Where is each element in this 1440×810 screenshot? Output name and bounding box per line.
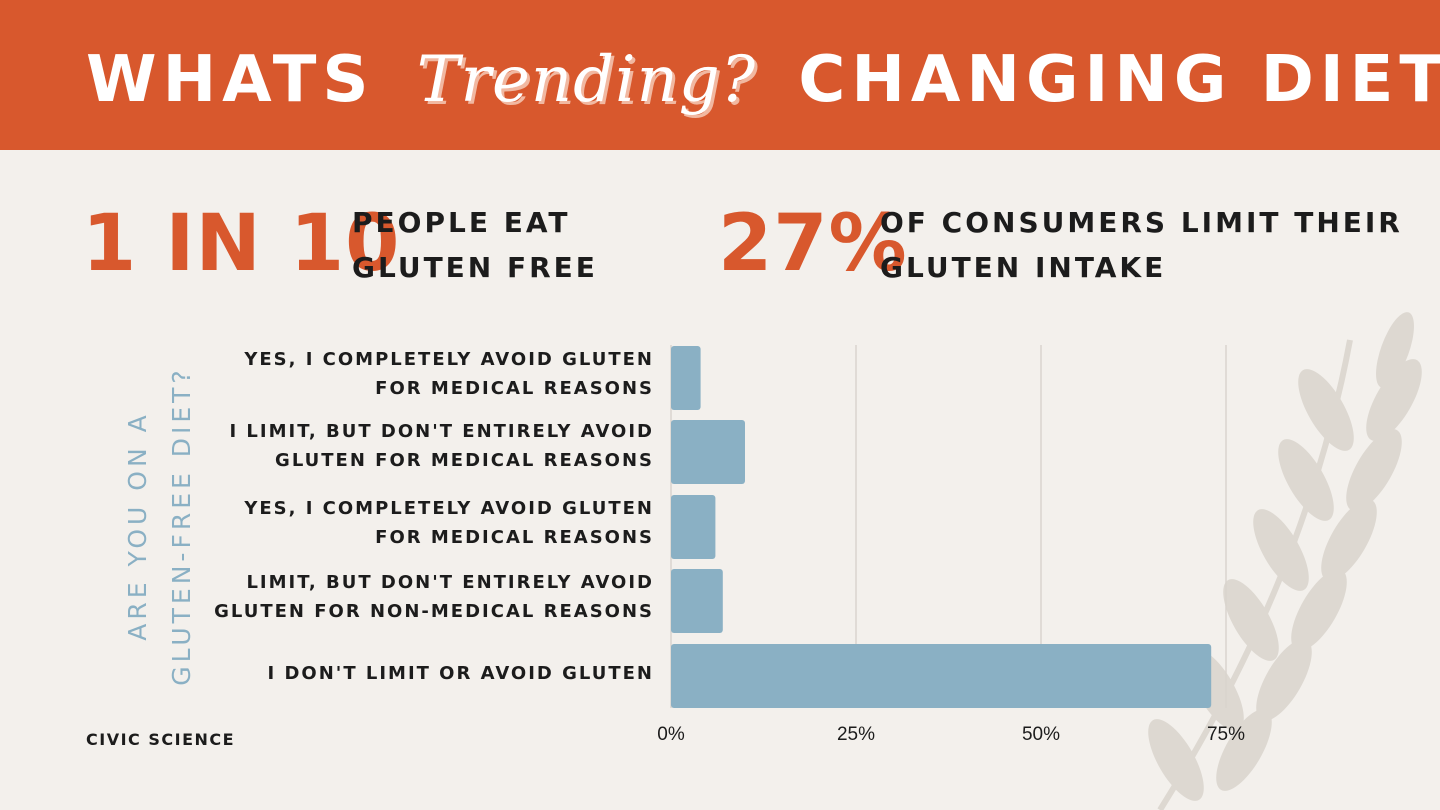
wheat-leaf-icon — [1298, 369, 1354, 451]
wheat-decoration-icon — [1148, 312, 1422, 810]
bar-3 — [671, 495, 716, 559]
category-label-4-line-1: LIMIT, BUT DON'T ENTIRELY AVOID — [246, 572, 654, 593]
x-tick-label-1: 0% — [657, 724, 685, 745]
category-label-5: I DON'T LIMIT OR AVOID GLUTEN — [214, 659, 654, 688]
category-label-3-line-1: YES, I COMPLETELY AVOID GLUTEN — [244, 498, 654, 519]
category-label-1-line-1: YES, I COMPLETELY AVOID GLUTEN — [244, 349, 654, 370]
wheat-leaf-icon — [1256, 639, 1312, 721]
bar-5 — [671, 644, 1212, 708]
category-label-1: YES, I COMPLETELY AVOID GLUTEN FOR MEDIC… — [214, 345, 654, 403]
wheat-leaf-icon — [1346, 429, 1402, 511]
wheat-leaf-icon — [1216, 709, 1272, 791]
stat-1-line-1: PEOPLE EAT — [352, 206, 571, 239]
category-label-1-line-2: FOR MEDICAL REASONS — [375, 378, 654, 399]
title-part-1: WHATS — [86, 43, 375, 117]
wheat-leaf-icon — [1278, 439, 1334, 521]
title-banner: WHATS Trending? CHANGING DIETS — [0, 0, 1440, 150]
stat-1-line-2: GLUTEN FREE — [352, 251, 598, 284]
category-label-2: I LIMIT, BUT DON'T ENTIRELY AVOID GLUTEN… — [214, 417, 654, 475]
page-title: WHATS Trending? CHANGING DIETS — [86, 42, 1440, 118]
stat-2-text: OF CONSUMERS LIMIT THEIR GLUTEN INTAKE — [880, 200, 1403, 290]
bar-1 — [671, 346, 701, 410]
stat-1-text: PEOPLE EAT GLUTEN FREE — [352, 200, 598, 290]
category-label-4-line-2: GLUTEN FOR NON-MEDICAL REASONS — [214, 601, 654, 622]
wheat-leaf-icon — [1321, 499, 1377, 581]
wheat-leaf-icon — [1253, 509, 1309, 591]
wheat-leaf-icon — [1291, 569, 1347, 651]
title-script-word: Trending? — [416, 43, 757, 117]
wheat-leaf-icon — [1366, 359, 1422, 441]
bar-2 — [671, 420, 745, 484]
category-label-2-line-1: I LIMIT, BUT DON'T ENTIRELY AVOID — [229, 421, 654, 442]
wheat-leaf-icon — [1376, 312, 1414, 388]
bar-4 — [671, 569, 723, 633]
stat-2-value: 27% — [718, 199, 908, 289]
stat-2-line-2: GLUTEN INTAKE — [880, 251, 1167, 284]
category-label-3: YES, I COMPLETELY AVOID GLUTEN FOR MEDIC… — [214, 494, 654, 552]
wheat-leaf-icon — [1148, 719, 1204, 801]
category-label-2-line-2: GLUTEN FOR MEDICAL REASONS — [275, 450, 654, 471]
category-label-3-line-2: FOR MEDICAL REASONS — [375, 527, 654, 548]
category-label-5-line-1: I DON'T LIMIT OR AVOID GLUTEN — [267, 663, 654, 684]
category-label-4: LIMIT, BUT DON'T ENTIRELY AVOID GLUTEN F… — [214, 568, 654, 626]
x-tick-label-2: 25% — [837, 724, 875, 745]
wheat-leaf-icon — [1223, 579, 1279, 661]
stat-1-value: 1 IN 10 — [82, 199, 401, 289]
source-label: CIVIC SCIENCE — [86, 730, 236, 749]
x-tick-label-3: 50% — [1022, 724, 1060, 745]
stat-2-line-1: OF CONSUMERS LIMIT THEIR — [880, 206, 1403, 239]
title-part-2: CHANGING DIETS — [798, 43, 1440, 117]
x-tick-label-4: 75% — [1207, 724, 1245, 745]
